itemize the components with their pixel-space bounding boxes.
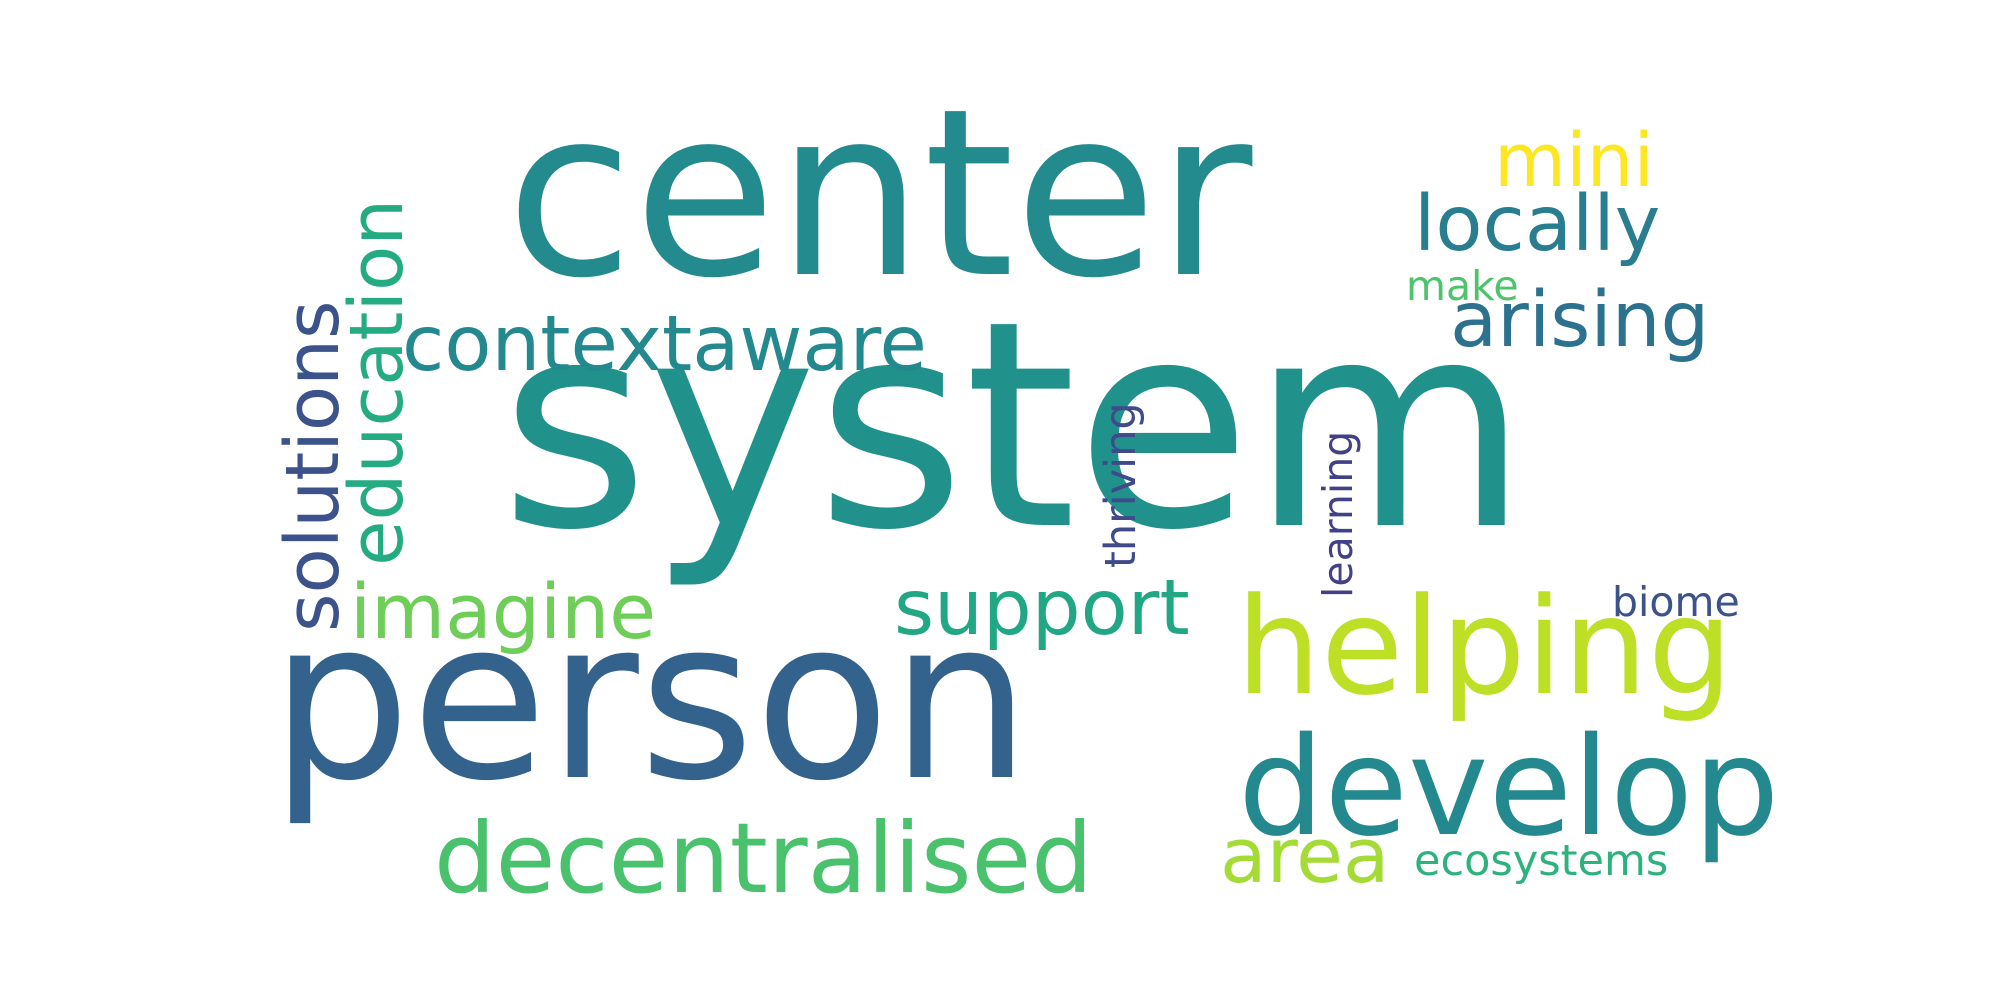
word-area: area xyxy=(1220,811,1390,900)
word-decentralised: decentralised xyxy=(434,802,1093,915)
word-center: center xyxy=(506,59,1253,329)
word-mini: mini xyxy=(1494,118,1655,204)
word-biome: biome xyxy=(1612,578,1740,626)
word-system: system xyxy=(500,261,1529,593)
word-person: person xyxy=(270,572,1031,830)
word-imagine: imagine xyxy=(350,567,657,656)
word-ecosystems: ecosystems xyxy=(1414,836,1669,886)
word-locally: locally xyxy=(1414,180,1661,269)
word-arising: arising xyxy=(1450,276,1710,365)
word-make: make xyxy=(1406,262,1519,310)
word-support: support xyxy=(894,564,1190,653)
word-contextaware: contextaware xyxy=(402,300,927,389)
word-helping: helping xyxy=(1236,569,1733,725)
word-learning: learning xyxy=(1314,430,1362,598)
word-thriving: thriving xyxy=(1096,402,1146,568)
word-develop: develop xyxy=(1238,709,1780,867)
